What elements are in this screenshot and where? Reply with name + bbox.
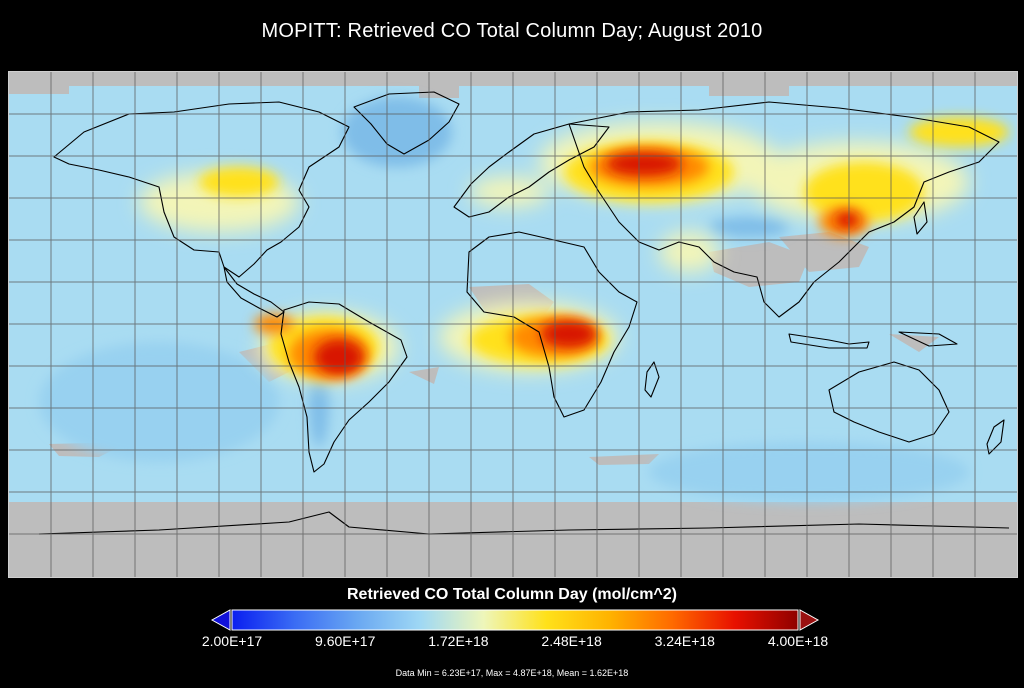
colorbar-tick-label: 2.48E+18 — [541, 633, 602, 649]
colorbar-tick-label: 4.00E+18 — [767, 633, 829, 649]
colorbar-gradient — [231, 609, 799, 631]
colorbar-over-arrow — [799, 609, 820, 631]
colorbar-tick-label: 2.00E+17 — [201, 633, 263, 649]
colorbar — [210, 609, 820, 631]
colorbar-tick-label: 9.60E+17 — [315, 633, 376, 649]
world-map — [8, 71, 1018, 578]
colorbar-title: Retrieved CO Total Column Day (mol/cm^2) — [347, 586, 677, 603]
chart-title: MOPITT: Retrieved CO Total Column Day; A… — [261, 20, 763, 42]
colorbar-under-arrow — [210, 609, 231, 631]
gridlines — [9, 72, 1017, 577]
co-map-svg — [9, 72, 1017, 577]
colorbar-tick-label: 3.24E+18 — [654, 633, 715, 649]
coastlines — [38, 91, 1010, 535]
data-statistics: Data Min = 6.23E+17, Max = 4.87E+18, Mea… — [395, 668, 629, 678]
colorbar-tick-label: 1.72E+18 — [428, 633, 489, 649]
